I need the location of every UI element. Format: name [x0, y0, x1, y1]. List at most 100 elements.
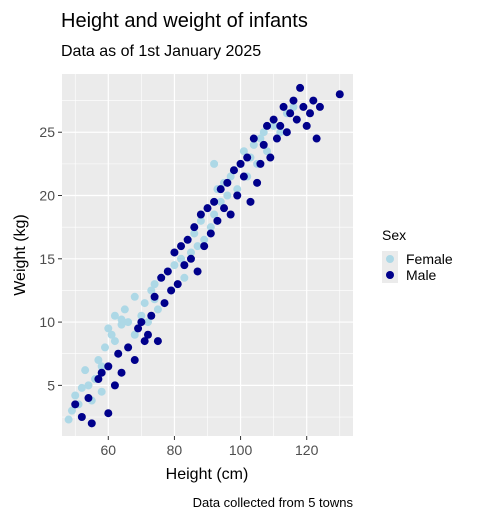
- point-male: [180, 261, 189, 270]
- point-female: [110, 311, 119, 320]
- point-female: [143, 318, 152, 327]
- point-male: [94, 375, 103, 384]
- point-male: [276, 121, 285, 130]
- point-male: [71, 400, 80, 409]
- point-male: [246, 197, 255, 206]
- point-male: [263, 121, 272, 130]
- point-female: [110, 337, 119, 346]
- point-male: [170, 248, 179, 257]
- point-female: [81, 366, 90, 375]
- point-male: [292, 115, 301, 124]
- x-tick-label: 80: [167, 442, 183, 458]
- point-male: [186, 254, 195, 263]
- point-male: [236, 159, 245, 168]
- point-female: [97, 387, 106, 396]
- x-axis-title: Height (cm): [166, 466, 249, 483]
- point-male: [266, 153, 275, 162]
- point-male: [134, 324, 143, 333]
- point-male: [286, 109, 295, 118]
- point-male: [312, 134, 321, 143]
- point-male: [306, 109, 315, 118]
- point-male: [335, 90, 344, 99]
- point-female: [120, 305, 129, 314]
- point-female: [289, 102, 298, 111]
- point-male: [282, 128, 291, 137]
- point-male: [213, 216, 222, 225]
- point-male: [200, 242, 209, 251]
- chart-title: Height and weight of infants: [61, 10, 308, 32]
- point-male: [150, 292, 159, 301]
- point-male: [163, 267, 172, 276]
- point-female: [193, 242, 202, 251]
- x-axis-ticks: 60 80 100 120: [101, 436, 319, 458]
- point-male: [259, 140, 268, 149]
- y-tick-label: 15: [39, 251, 55, 267]
- point-male: [130, 356, 139, 365]
- point-male: [220, 204, 229, 213]
- x-tick-label: 120: [295, 442, 319, 458]
- point-male: [253, 178, 262, 187]
- point-female: [177, 254, 186, 263]
- x-tick-label: 60: [101, 442, 117, 458]
- point-male: [114, 349, 123, 358]
- point-female: [226, 172, 235, 181]
- point-male: [206, 229, 215, 238]
- point-male: [110, 381, 119, 390]
- point-male: [87, 419, 96, 428]
- grid-major: [62, 74, 353, 436]
- point-female: [239, 147, 248, 156]
- point-male: [173, 280, 182, 289]
- point-female: [256, 134, 265, 143]
- point-female: [263, 147, 272, 156]
- point-female: [117, 315, 126, 324]
- point-male: [104, 409, 113, 418]
- point-male: [104, 362, 113, 371]
- point-female: [84, 381, 93, 390]
- point-female: [130, 330, 139, 339]
- point-female: [153, 305, 162, 314]
- point-female: [180, 273, 189, 282]
- point-female: [150, 280, 159, 289]
- point-male: [124, 343, 133, 352]
- point-male: [229, 166, 238, 175]
- point-male: [153, 337, 162, 346]
- point-male: [177, 242, 186, 251]
- point-female: [210, 210, 219, 219]
- point-female: [77, 383, 86, 392]
- chart-caption: Data collected from 5 towns: [193, 495, 354, 510]
- point-male: [203, 204, 212, 213]
- point-female: [107, 330, 116, 339]
- point-female: [124, 318, 133, 327]
- point-female: [137, 311, 146, 320]
- point-female: [276, 128, 285, 137]
- point-female: [200, 235, 209, 244]
- point-female: [190, 229, 199, 238]
- y-tick-label: 25: [39, 124, 55, 140]
- point-female: [196, 216, 205, 225]
- point-female: [186, 248, 195, 257]
- point-male: [137, 318, 146, 327]
- point-female: [223, 191, 232, 200]
- point-male: [296, 83, 305, 92]
- legend-marker-female: [386, 255, 394, 263]
- point-female: [104, 324, 113, 333]
- point-male: [226, 210, 235, 219]
- point-male: [269, 115, 278, 124]
- point-male: [233, 191, 242, 200]
- point-male: [183, 235, 192, 244]
- point-male: [143, 330, 152, 339]
- chart-subtitle: Data as of 1st January 2025: [61, 43, 261, 60]
- point-male: [190, 223, 199, 232]
- point-female: [97, 362, 106, 371]
- point-male: [302, 121, 311, 130]
- point-male: [239, 172, 248, 181]
- point-male: [216, 185, 225, 194]
- point-male: [157, 273, 166, 282]
- point-female: [130, 292, 139, 301]
- point-male: [97, 368, 106, 377]
- point-male: [167, 286, 176, 295]
- point-female: [71, 391, 80, 400]
